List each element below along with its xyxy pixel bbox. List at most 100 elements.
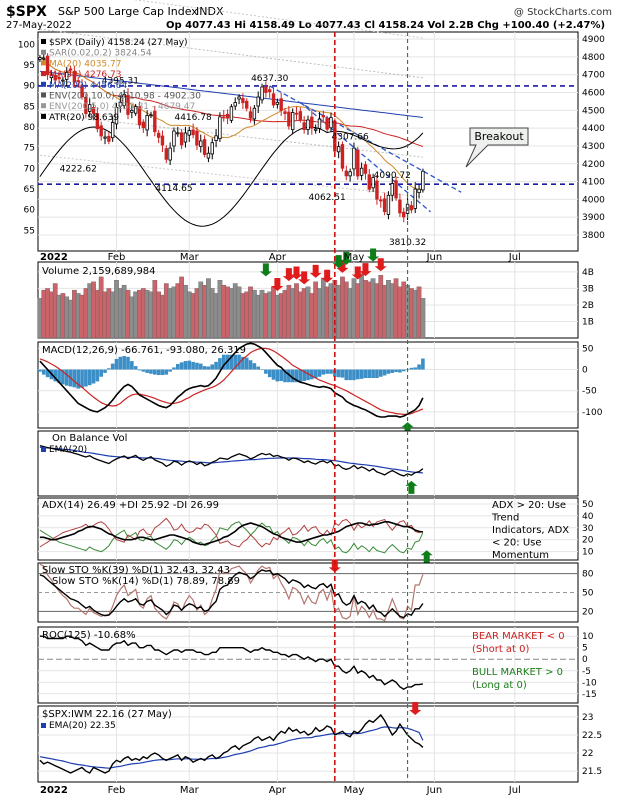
y-tick-label: 22.5 (582, 731, 602, 741)
macd-histogram-bar (175, 364, 180, 370)
env5-upper-line (39, 28, 423, 79)
y-tick-label: 2B (582, 301, 594, 311)
time-axis-label: Feb (108, 252, 126, 263)
y-tick-label: 21.5 (582, 767, 602, 777)
macd-histogram-bar (260, 369, 264, 371)
panel-title: On Balance Vol (52, 433, 127, 444)
macd-histogram-bar (371, 369, 375, 379)
volume-panel: 1B 2B 3B 4B Volume 2,159,689,984 (37, 248, 594, 339)
macd-histogram-bar (210, 364, 215, 370)
price-annotation: 4637.30 (251, 74, 288, 84)
macd-histogram-bar (38, 369, 42, 372)
candle-body (210, 142, 214, 155)
macd-histogram-bar (103, 369, 107, 373)
index-name: S&P 500 Large Cap Index (58, 5, 198, 18)
candle-body (352, 147, 356, 170)
candle-body (356, 149, 360, 177)
y-tick-label: 4500 (582, 106, 605, 116)
macd-histogram-bar (348, 369, 352, 381)
y-tick-label: 4100 (582, 178, 605, 188)
y-tick-label: 60 (24, 206, 36, 216)
y-tick-label: 22 (582, 749, 593, 759)
macd-histogram-bar (156, 369, 161, 376)
y-tick-label: 3800 (582, 231, 605, 241)
volume-green-arrow (367, 248, 380, 262)
volume-red-arrow (282, 268, 295, 282)
macd-histogram-bar (321, 369, 326, 375)
candle-body (260, 86, 264, 101)
breakout-callout-label: Breakout (474, 130, 524, 143)
price-annotation: 4062.51 (309, 193, 346, 203)
macd-histogram-bar (53, 369, 58, 382)
volume-green-arrow (332, 255, 345, 269)
macd-histogram-bar (84, 369, 88, 387)
candle-body (114, 107, 119, 125)
adx-line (39, 521, 424, 546)
volume-red-arrow (290, 266, 303, 280)
legend-swatch (41, 447, 46, 452)
macd-histogram-bar (118, 356, 123, 370)
candle-body (84, 96, 88, 114)
candle-body (195, 130, 199, 146)
bull-market-note: BULL MARKET > 0 (Long at 0) (472, 667, 563, 691)
price-annotation: 4222.62 (60, 165, 97, 175)
macd-histogram-bar (401, 369, 406, 372)
volume-green-arrow (259, 263, 272, 277)
volume-red-arrow (321, 269, 334, 283)
legend-swatch (41, 113, 46, 119)
candle-body (168, 147, 172, 161)
candle-body (225, 113, 230, 119)
legend-entry: ENV(200,5.0) 4233.81 - 4679.47 (49, 102, 195, 112)
candle-body (153, 110, 157, 133)
volume-red-arrow (309, 264, 322, 278)
macd-histogram-bar (244, 357, 249, 370)
y-tick-label: 4200 (582, 160, 605, 170)
macd-histogram-bar (122, 355, 126, 370)
macd-histogram-bar (241, 356, 245, 370)
panel-frame (37, 705, 579, 783)
roc-line (39, 635, 424, 691)
macd-histogram-bar (333, 369, 337, 377)
macd-histogram-bar (202, 366, 207, 370)
candle-body (340, 144, 345, 169)
breakout-callout-box (465, 127, 529, 168)
macd-histogram-bar (413, 367, 418, 370)
macd-histogram-bar (294, 369, 299, 383)
y-tick-label: -5 (582, 667, 591, 677)
time-axis-label: Jul (508, 252, 521, 263)
candle-body (95, 113, 100, 130)
time-axis: 2022 Feb Mar Apr May Jun Jul 2022 Feb Mar Apr May Ju… (40, 252, 521, 796)
candle-body (306, 119, 310, 130)
candle-body (122, 94, 126, 107)
candle-body (49, 74, 54, 78)
macd-histogram-bar (107, 368, 111, 370)
candle-body (149, 114, 153, 117)
macd-histogram-bar (248, 360, 253, 370)
macd-histogram-bar (355, 369, 360, 380)
candle-body (199, 140, 203, 147)
legend-swatch (41, 103, 46, 109)
candle-body (233, 102, 237, 107)
candle-body (386, 194, 391, 215)
candle-body (298, 111, 303, 121)
y-tick-label: 80 (582, 570, 594, 580)
macd-histogram-bar (287, 369, 291, 383)
ratio-panel: 21.5 22 22.5 23 $SPX:IWM 22.16 (27 May)EMA(2… (37, 702, 602, 783)
y-tick-label: 20 (582, 536, 594, 546)
macd-histogram-bar (145, 369, 149, 373)
volume-red-arrow (359, 263, 372, 277)
ratio-red-arrow (409, 702, 422, 716)
legend-swatch (41, 92, 46, 98)
y-tick-label: 20 (582, 607, 594, 617)
panel-title: $SPX:IWM 22.16 (27 May) (42, 709, 172, 720)
candle-body (417, 188, 421, 193)
y-tick-label: 50 (582, 589, 594, 599)
candle-body (172, 130, 176, 147)
candle-body (329, 117, 333, 129)
volume-red-arrow (298, 271, 311, 285)
candle-body (290, 112, 295, 130)
y-tick-label: 23 (582, 713, 593, 723)
candle-body (336, 146, 341, 153)
macd-histogram-bar (149, 369, 153, 374)
macd-histogram-bar (45, 369, 50, 378)
